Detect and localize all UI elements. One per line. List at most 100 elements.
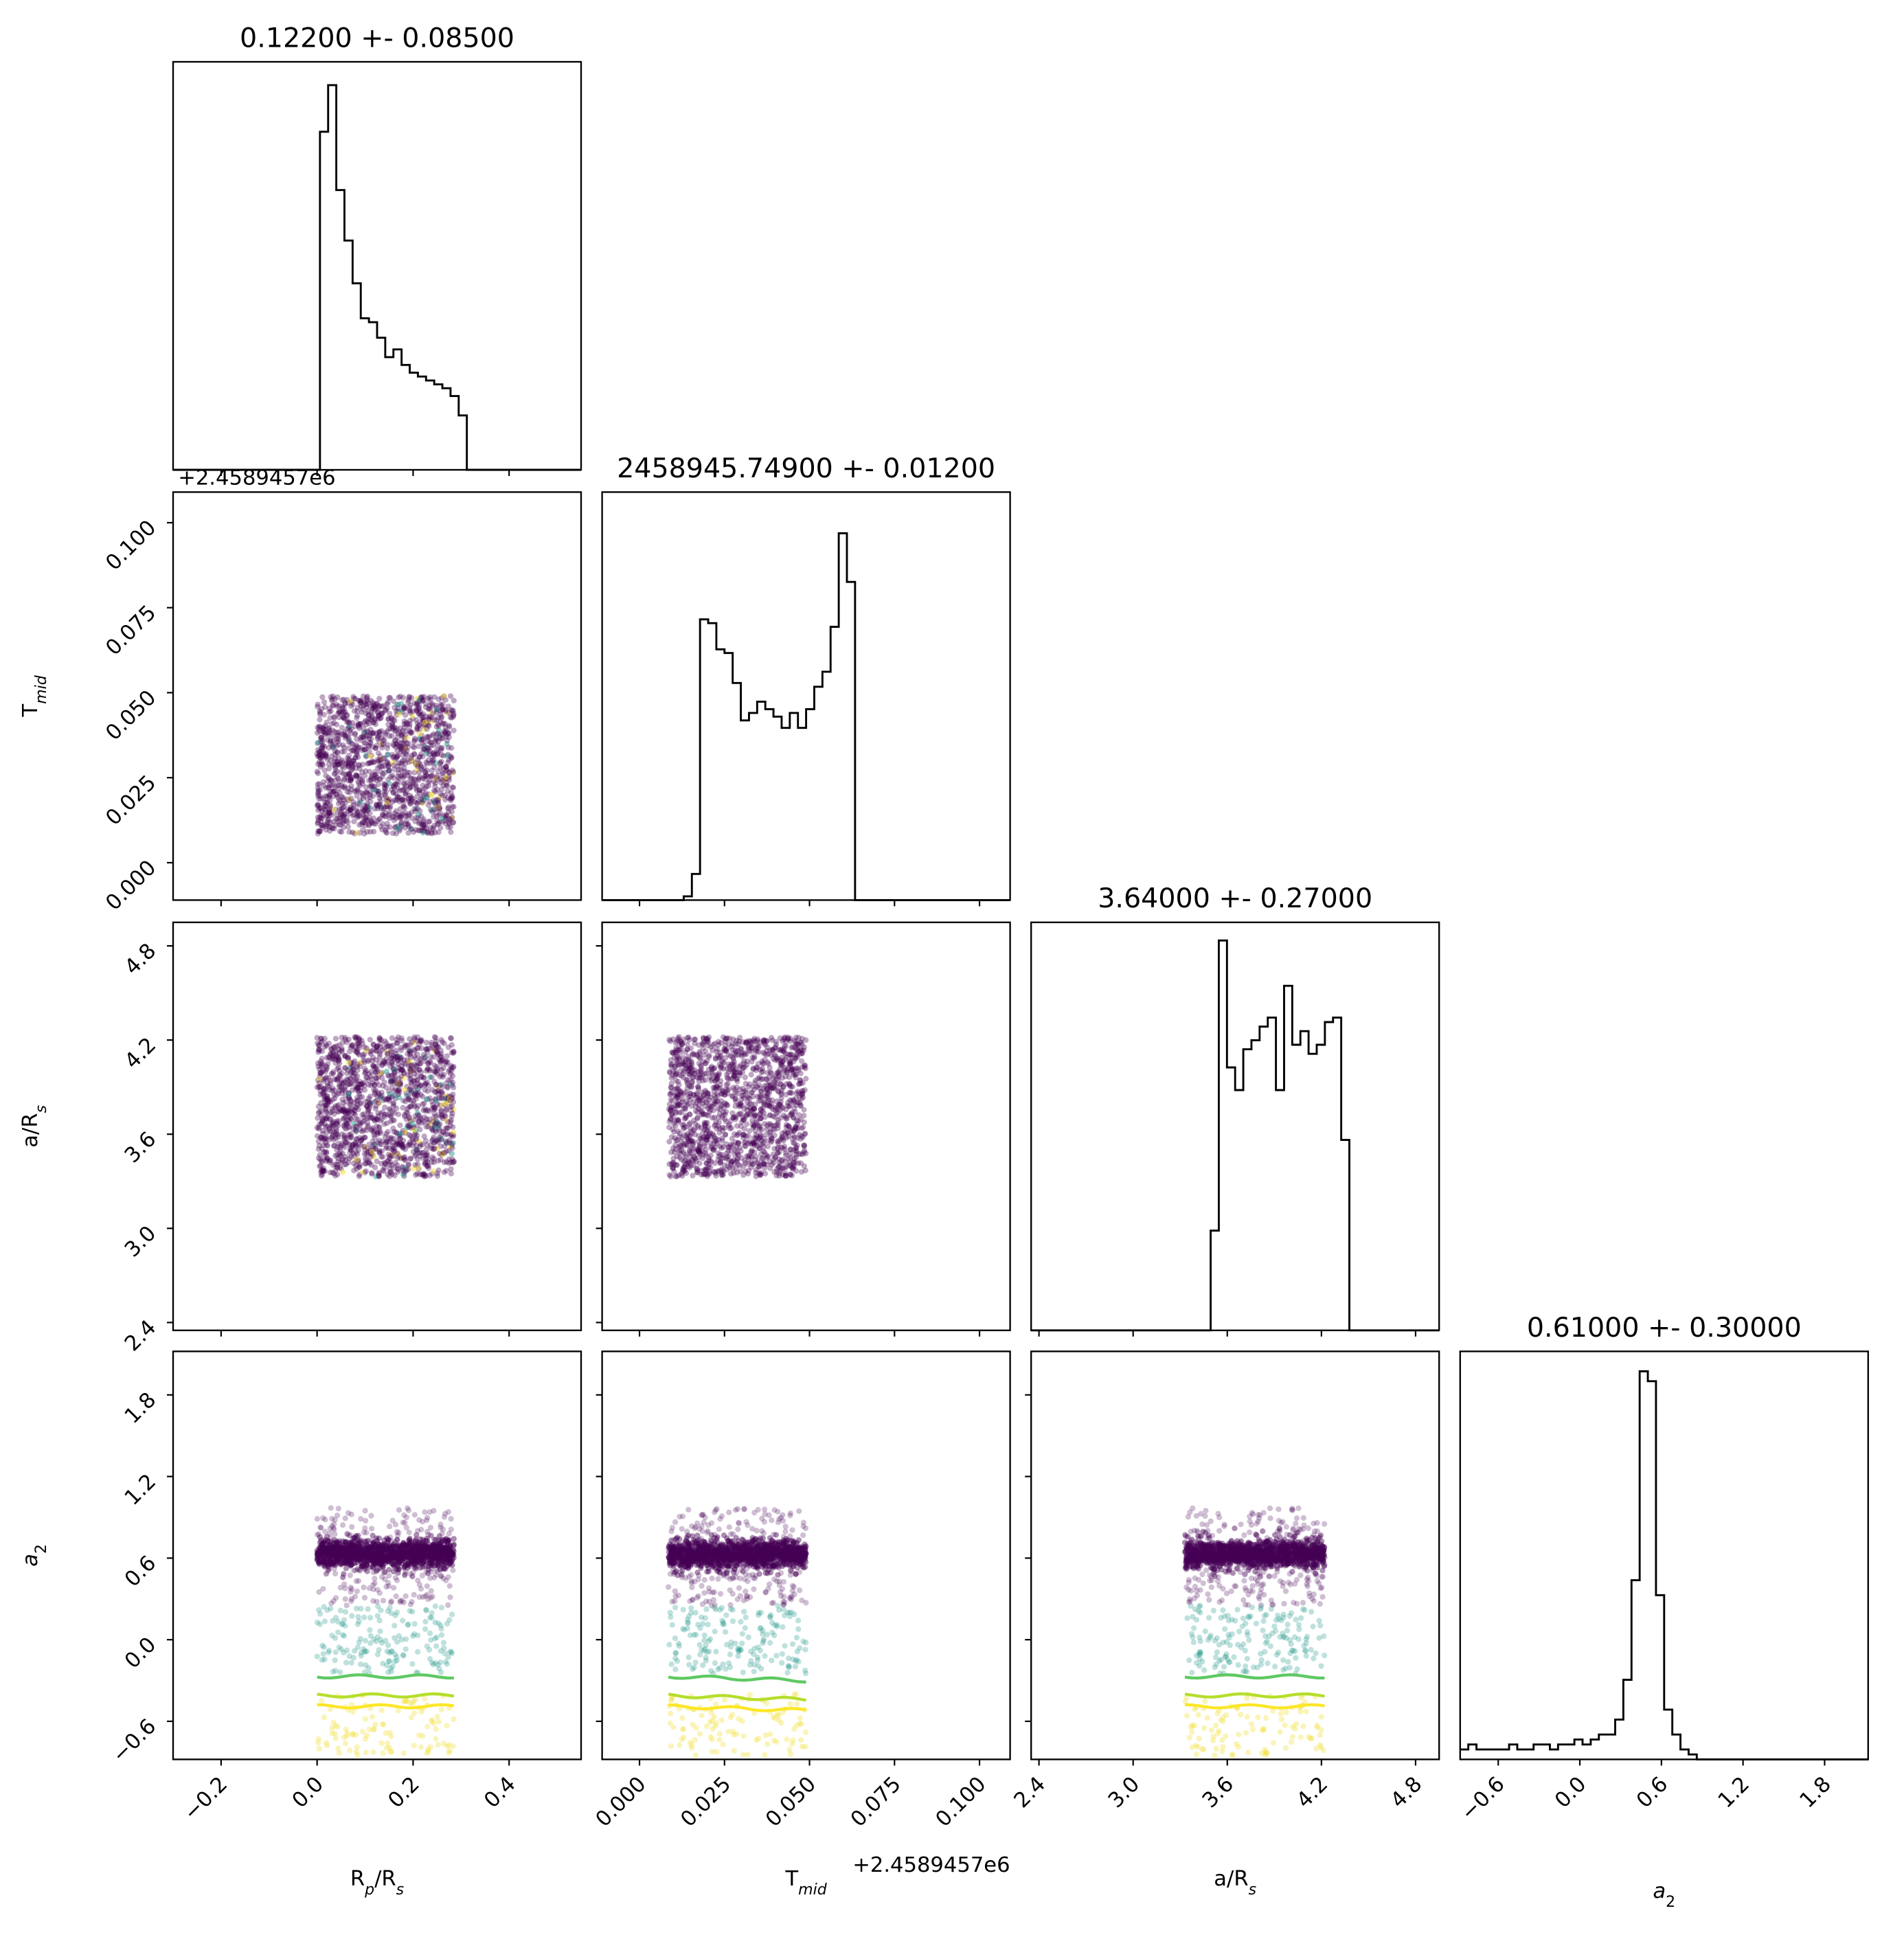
scatter-point <box>429 1098 435 1104</box>
scatter-point <box>793 1072 798 1078</box>
scatter-point <box>726 1123 732 1129</box>
scatter-point <box>415 721 420 726</box>
scatter-point <box>691 1118 696 1123</box>
scatter-point <box>792 1135 797 1140</box>
scatter-point <box>389 787 394 793</box>
scatter-point <box>434 1049 440 1054</box>
scatter-point <box>740 1173 746 1178</box>
histogram-bin-rp <box>320 132 328 470</box>
scatter-point <box>741 1106 747 1111</box>
scatter-point <box>380 812 385 817</box>
scatter-point <box>359 703 364 709</box>
scatter-point <box>690 1067 695 1072</box>
scatter-point <box>784 1124 789 1130</box>
scatter-point <box>411 1062 417 1067</box>
scatter-point <box>318 748 324 754</box>
scatter-point <box>316 1155 321 1161</box>
scatter-point <box>767 1129 773 1134</box>
scatter-point <box>760 1066 765 1072</box>
scatter-point <box>402 704 407 710</box>
scatter-point <box>331 1143 337 1148</box>
scatter-point <box>438 1157 444 1162</box>
scatter-point <box>426 802 431 808</box>
scatter-point <box>420 736 425 742</box>
scatter-point <box>412 736 418 741</box>
scatter-point <box>675 1102 681 1108</box>
scatter-point <box>732 1062 737 1067</box>
scatter-point <box>671 1169 677 1175</box>
scatter-point <box>384 1120 389 1126</box>
histogram-bin-tmid <box>822 672 830 900</box>
scatter-point <box>323 731 328 736</box>
scatter-point <box>787 1112 793 1118</box>
scatter-point <box>339 806 344 811</box>
histogram-bin-rp <box>361 318 369 470</box>
scatter-point <box>775 1118 781 1123</box>
scatter-point <box>756 1170 762 1176</box>
scatter-point <box>803 1168 808 1173</box>
scatter-point <box>774 1076 780 1081</box>
scatter-point <box>696 1160 702 1166</box>
scatter-point <box>366 743 372 749</box>
scatter-point <box>385 1129 391 1135</box>
scatter-point <box>449 1151 455 1156</box>
scatter-point <box>374 743 379 748</box>
scatter-point <box>408 710 413 716</box>
scatter-point <box>684 1142 690 1147</box>
histogram-bin-tmid <box>741 721 749 901</box>
scatter-point <box>446 809 451 815</box>
scatter-point <box>714 1141 720 1146</box>
scatter-point <box>421 694 427 699</box>
scatter-point <box>370 1042 376 1048</box>
scatter-point <box>369 712 374 718</box>
scatter-point <box>679 1073 684 1078</box>
histogram-bins-tmid <box>683 533 854 900</box>
scatter-point <box>410 744 416 749</box>
scatter-point <box>449 1036 454 1041</box>
panel-rp-vs-rp <box>173 62 581 476</box>
histogram-bin-rp <box>369 322 377 470</box>
histogram-bin-tmid <box>806 709 815 900</box>
scatter-point <box>703 1048 708 1054</box>
histogram-bin-tmid <box>725 653 733 901</box>
scatter-point <box>318 1100 324 1106</box>
scatter-point <box>419 828 424 833</box>
scatter-point <box>449 745 454 751</box>
scatter-point <box>675 1078 681 1084</box>
scatter-point <box>345 1117 350 1122</box>
scatter-point <box>375 736 381 741</box>
scatter-point <box>442 1144 447 1149</box>
scatter-point <box>754 1038 760 1043</box>
histogram-bin-ars <box>1284 986 1292 1330</box>
scatter-points-ars-vs-tmid <box>666 1034 809 1179</box>
scatter-point <box>356 1107 361 1112</box>
scatter-point <box>357 1162 363 1168</box>
scatter-point <box>392 1118 397 1123</box>
histogram-bin-ars <box>1235 1090 1243 1330</box>
scatter-point <box>346 1091 352 1097</box>
scatter-point <box>341 745 347 750</box>
scatter-point <box>764 1087 769 1093</box>
scatter-point <box>686 1072 692 1077</box>
scatter-point <box>734 1123 740 1129</box>
scatter-point <box>436 723 442 729</box>
scatter-point <box>424 1107 430 1113</box>
scatter-point <box>688 1058 694 1064</box>
scatter-point <box>378 806 384 812</box>
scatter-point <box>319 1056 325 1061</box>
scatter-point <box>321 699 327 705</box>
scatter-point <box>757 1146 762 1151</box>
scatter-point <box>734 1085 740 1090</box>
scatter-point <box>440 1039 445 1045</box>
scatter-point <box>435 821 441 826</box>
scatter-point <box>330 738 336 744</box>
scatter-point <box>379 1093 385 1098</box>
scatter-point <box>396 1061 401 1067</box>
scatter-point <box>422 1055 428 1061</box>
scatter-point <box>331 734 337 739</box>
scatter-point <box>339 1131 345 1137</box>
scatter-point <box>433 780 438 786</box>
scatter-point <box>775 1089 781 1094</box>
scatter-point <box>796 1081 802 1087</box>
scatter-point <box>802 1120 807 1125</box>
